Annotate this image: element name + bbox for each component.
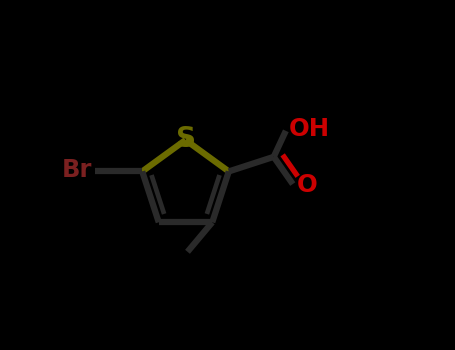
Text: S: S <box>176 125 196 153</box>
Text: Br: Br <box>62 158 92 182</box>
Text: O: O <box>297 173 318 197</box>
Text: OH: OH <box>288 117 330 141</box>
